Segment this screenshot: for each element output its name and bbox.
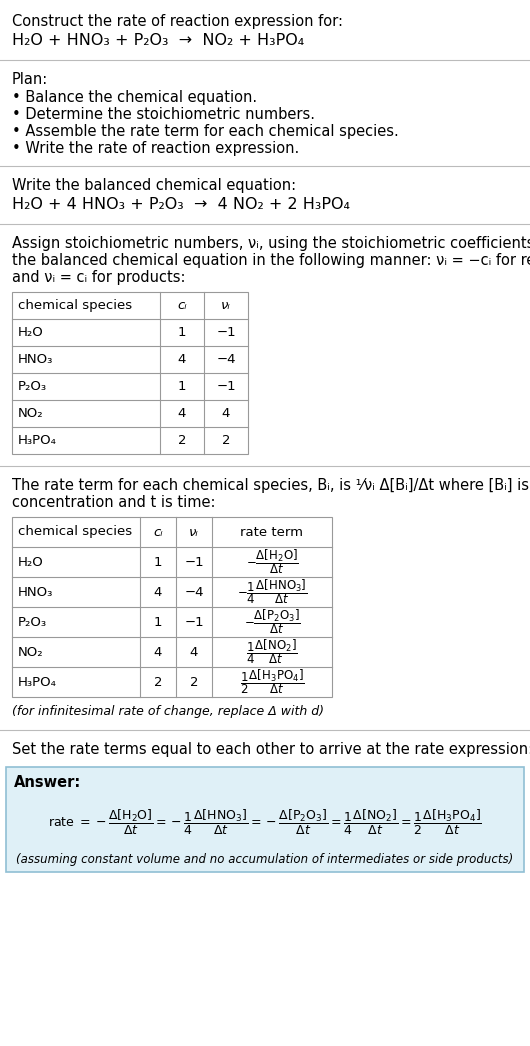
- Text: P₂O₃: P₂O₃: [18, 615, 47, 629]
- Text: 4: 4: [190, 645, 198, 659]
- Text: $-\dfrac{1}{4}\dfrac{\Delta[\mathrm{HNO_3}]}{\Delta t}$: $-\dfrac{1}{4}\dfrac{\Delta[\mathrm{HNO_…: [237, 577, 307, 607]
- Text: 4: 4: [154, 645, 162, 659]
- Text: 1: 1: [178, 380, 186, 393]
- Text: and νᵢ = cᵢ for products:: and νᵢ = cᵢ for products:: [12, 270, 185, 285]
- Text: P₂O₃: P₂O₃: [18, 380, 47, 393]
- Text: (assuming constant volume and no accumulation of intermediates or side products): (assuming constant volume and no accumul…: [16, 852, 514, 865]
- Text: NO₂: NO₂: [18, 407, 43, 420]
- Text: H₃PO₄: H₃PO₄: [18, 434, 57, 447]
- Text: 4: 4: [222, 407, 230, 420]
- Text: Construct the rate of reaction expression for:: Construct the rate of reaction expressio…: [12, 14, 343, 29]
- Text: • Write the rate of reaction expression.: • Write the rate of reaction expression.: [12, 141, 299, 156]
- Text: H₂O: H₂O: [18, 326, 44, 339]
- Text: 4: 4: [178, 353, 186, 366]
- Bar: [12, 517, 332, 697]
- Text: −1: −1: [216, 380, 236, 393]
- Text: −4: −4: [184, 586, 204, 598]
- Text: cᵢ: cᵢ: [153, 525, 163, 539]
- Text: H₃PO₄: H₃PO₄: [18, 676, 57, 688]
- Text: concentration and t is time:: concentration and t is time:: [12, 495, 216, 510]
- Text: $-\dfrac{\Delta[\mathrm{H_2O}]}{\Delta t}$: $-\dfrac{\Delta[\mathrm{H_2O}]}{\Delta t…: [245, 548, 298, 576]
- Text: • Assemble the rate term for each chemical species.: • Assemble the rate term for each chemic…: [12, 124, 399, 139]
- Text: $\dfrac{1}{4}\dfrac{\Delta[\mathrm{NO_2}]}{\Delta t}$: $\dfrac{1}{4}\dfrac{\Delta[\mathrm{NO_2}…: [246, 638, 298, 666]
- Text: νᵢ: νᵢ: [189, 525, 199, 539]
- Text: Assign stoichiometric numbers, νᵢ, using the stoichiometric coefficients, cᵢ, fr: Assign stoichiometric numbers, νᵢ, using…: [12, 236, 530, 251]
- Text: • Balance the chemical equation.: • Balance the chemical equation.: [12, 90, 257, 105]
- Text: Set the rate terms equal to each other to arrive at the rate expression:: Set the rate terms equal to each other t…: [12, 742, 530, 757]
- Bar: [12, 292, 248, 454]
- Text: 1: 1: [154, 555, 162, 568]
- Text: Answer:: Answer:: [14, 775, 81, 790]
- Text: −4: −4: [216, 353, 236, 366]
- Text: rate $= -\dfrac{\Delta[\mathrm{H_2O}]}{\Delta t}= -\dfrac{1}{4}\dfrac{\Delta[\ma: rate $= -\dfrac{\Delta[\mathrm{H_2O}]}{\…: [48, 808, 482, 837]
- Text: chemical species: chemical species: [18, 525, 132, 539]
- Text: HNO₃: HNO₃: [18, 353, 54, 366]
- Text: chemical species: chemical species: [18, 299, 132, 312]
- Text: −1: −1: [216, 326, 236, 339]
- Text: cᵢ: cᵢ: [177, 299, 187, 312]
- Bar: [6, 767, 524, 872]
- Text: 4: 4: [154, 586, 162, 598]
- Text: 1: 1: [154, 615, 162, 629]
- Text: 1: 1: [178, 326, 186, 339]
- Text: H₂O + HNO₃ + P₂O₃  →  NO₂ + H₃PO₄: H₂O + HNO₃ + P₂O₃ → NO₂ + H₃PO₄: [12, 33, 304, 48]
- Text: Plan:: Plan:: [12, 72, 48, 87]
- Text: Write the balanced chemical equation:: Write the balanced chemical equation:: [12, 178, 296, 194]
- Text: 2: 2: [154, 676, 162, 688]
- Text: −1: −1: [184, 615, 204, 629]
- Text: 4: 4: [178, 407, 186, 420]
- Text: H₂O: H₂O: [18, 555, 44, 568]
- Text: rate term: rate term: [241, 525, 304, 539]
- Text: • Determine the stoichiometric numbers.: • Determine the stoichiometric numbers.: [12, 107, 315, 122]
- Text: HNO₃: HNO₃: [18, 586, 54, 598]
- Text: 2: 2: [222, 434, 230, 447]
- Text: 2: 2: [190, 676, 198, 688]
- Text: 2: 2: [178, 434, 186, 447]
- Text: νᵢ: νᵢ: [221, 299, 231, 312]
- Text: −1: −1: [184, 555, 204, 568]
- Text: the balanced chemical equation in the following manner: νᵢ = −cᵢ for reactants: the balanced chemical equation in the fo…: [12, 253, 530, 268]
- Text: H₂O + 4 HNO₃ + P₂O₃  →  4 NO₂ + 2 H₃PO₄: H₂O + 4 HNO₃ + P₂O₃ → 4 NO₂ + 2 H₃PO₄: [12, 197, 350, 212]
- Text: $\dfrac{1}{2}\dfrac{\Delta[\mathrm{H_3PO_4}]}{\Delta t}$: $\dfrac{1}{2}\dfrac{\Delta[\mathrm{H_3PO…: [240, 667, 304, 697]
- Text: NO₂: NO₂: [18, 645, 43, 659]
- Text: The rate term for each chemical species, Bᵢ, is ¹⁄νᵢ Δ[Bᵢ]/Δt where [Bᵢ] is the : The rate term for each chemical species,…: [12, 478, 530, 493]
- Text: $-\dfrac{\Delta[\mathrm{P_2O_3}]}{\Delta t}$: $-\dfrac{\Delta[\mathrm{P_2O_3}]}{\Delta…: [244, 608, 301, 636]
- Text: (for infinitesimal rate of change, replace Δ with d): (for infinitesimal rate of change, repla…: [12, 705, 324, 718]
